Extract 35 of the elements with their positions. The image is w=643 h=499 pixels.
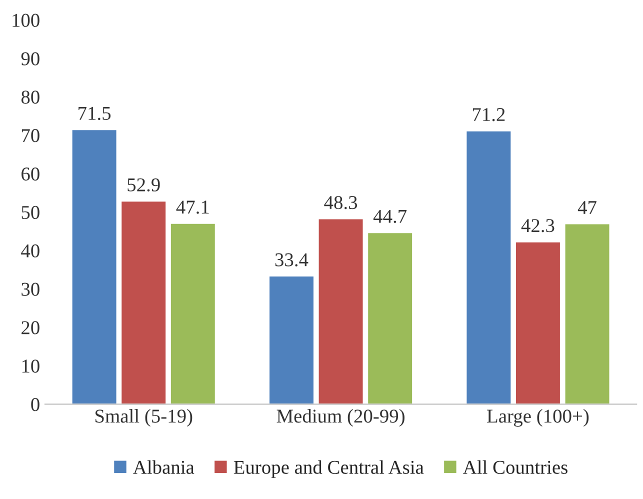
y-tick-label: 20	[22, 321, 40, 334]
y-tick-label: 60	[22, 167, 40, 181]
bar	[170, 222, 216, 404]
bar	[70, 128, 118, 404]
y-tick-label: 80	[21, 90, 40, 104]
data-label: 42.3	[521, 219, 554, 232]
data-label: 44.7	[373, 210, 407, 224]
data-label: 33.4	[275, 253, 308, 266]
bar	[120, 200, 167, 404]
y-tick-label: 100	[12, 14, 40, 27]
legend-label: Europe and Central Asia	[234, 460, 424, 478]
data-label: 47.1	[176, 200, 209, 214]
bar	[317, 218, 364, 404]
data-label: 47	[578, 201, 596, 214]
y-tick-label: 10	[22, 360, 40, 373]
y-tick-label: 70	[22, 129, 40, 142]
data-label: 71.2	[472, 108, 505, 122]
x-tick-label: Large (100+)	[487, 409, 589, 427]
bar	[514, 240, 562, 404]
y-tick-label: 30	[22, 282, 40, 296]
data-label: 48.3	[324, 196, 358, 210]
y-tick-label: 0	[31, 398, 40, 412]
y-tick-label: 50	[22, 206, 40, 220]
bar	[564, 222, 611, 404]
data-label: 71.5	[78, 106, 111, 120]
bar	[366, 232, 414, 404]
x-tick-label: Small (5-19)	[95, 409, 192, 427]
y-tick-label: 40	[21, 244, 40, 258]
y-tick-label: 90	[21, 52, 40, 66]
legend-label: All Countries	[463, 460, 568, 474]
bar	[465, 130, 512, 404]
legend-label: Albania	[133, 460, 194, 474]
bar	[268, 275, 315, 404]
x-tick-label: Medium (20-99)	[276, 409, 404, 427]
data-label: 52.9	[128, 178, 160, 192]
